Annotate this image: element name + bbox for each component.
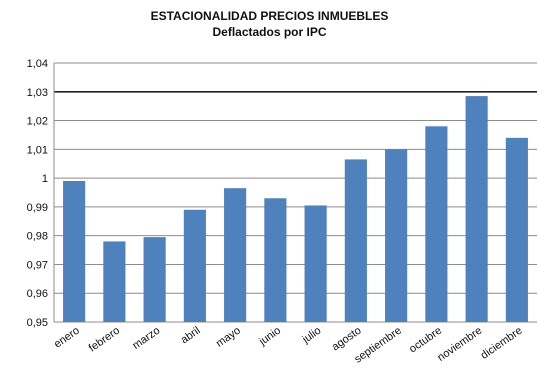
x-tick-label: febrero [87,325,122,355]
bar-enero [63,180,86,322]
bar-agosto [344,159,367,322]
bar-junio [264,198,287,322]
y-tick-label: 0,97 [27,259,48,271]
x-tick-label: julio [300,325,324,347]
y-tick-label: 1,01 [27,144,48,156]
bar-marzo [143,237,166,322]
x-tick-label: diciembre [479,325,525,362]
chart-title: ESTACIONALIDAD PRECIOS INMUEBLES [150,9,389,23]
y-tick-label: 1,04 [27,58,48,70]
bar-febrero [103,241,126,322]
y-tick-label: 0,99 [27,202,48,214]
bar-julio [304,205,327,322]
bar-diciembre [505,137,528,322]
x-tick-label: mayo [214,325,243,350]
x-tick-label: junio [256,325,283,349]
y-tick-label: 1 [42,173,48,185]
x-tick-label: noviembre [435,325,484,364]
bar-octubre [425,126,448,322]
bar-abril [183,209,206,322]
bar-mayo [224,188,247,322]
y-tick-label: 1,02 [27,116,48,128]
bar-noviembre [465,96,488,322]
chart-subtitle: Deflactados por IPC [212,25,327,39]
x-tick-label: abril [179,325,203,347]
x-tick-label: marzo [130,325,162,352]
y-tick-label: 0,96 [27,288,48,300]
bar-septiembre [385,149,408,322]
y-tick-label: 0,98 [27,231,48,243]
y-tick-label: 0,95 [27,317,48,329]
y-tick-label: 1,03 [27,87,48,99]
x-tick-label: agosto [330,325,364,354]
x-tick-label: enero [52,325,82,351]
